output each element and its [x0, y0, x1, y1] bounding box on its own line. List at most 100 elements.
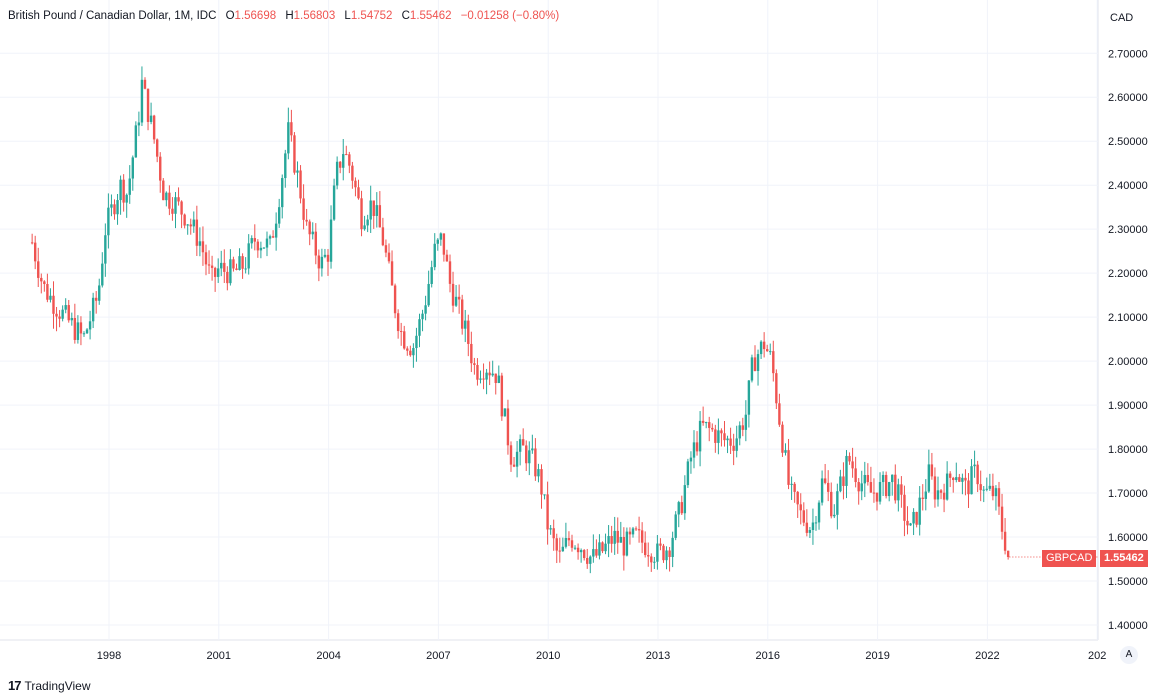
y-tick-label: 2.30000	[1108, 224, 1148, 236]
candle-body	[561, 546, 565, 552]
candle-body	[345, 154, 348, 156]
candle-body	[30, 242, 34, 244]
candle-body	[875, 492, 879, 502]
candle-body	[122, 179, 125, 203]
candle-body	[500, 375, 504, 417]
candle-body	[348, 154, 351, 166]
candle-body	[900, 484, 903, 495]
candle-body	[338, 161, 342, 168]
candle-body	[912, 511, 915, 524]
candle-body	[186, 224, 189, 226]
candle-body	[241, 256, 244, 269]
candle-body	[887, 482, 891, 497]
candle-body	[1000, 506, 1004, 532]
candle-body	[659, 543, 662, 546]
candle-body	[488, 372, 491, 376]
candle-body	[271, 236, 275, 238]
candle-body	[445, 254, 449, 262]
candle-body	[52, 295, 55, 314]
candle-body	[845, 455, 848, 486]
candle-body	[753, 357, 757, 371]
candle-body	[765, 349, 769, 352]
candle-body	[518, 439, 522, 452]
candle-body	[442, 233, 446, 255]
candle-body	[497, 375, 500, 384]
y-tick-label: 2.10000	[1108, 312, 1148, 324]
candle-body	[238, 256, 241, 270]
candle-body	[198, 241, 202, 246]
candle-body	[506, 408, 510, 446]
x-tick-label: 2013	[646, 650, 670, 662]
candle-body	[470, 343, 473, 364]
candle-body	[159, 156, 162, 181]
candle-body	[939, 490, 943, 493]
candle-body	[805, 522, 809, 533]
candle-body	[79, 322, 83, 334]
high-label: H	[285, 10, 294, 22]
y-tick-label: 1.60000	[1108, 532, 1148, 544]
candle-body	[601, 542, 604, 552]
candle-body	[881, 474, 885, 483]
candle-body	[509, 445, 513, 465]
candle-body	[329, 219, 333, 262]
candle-body	[866, 474, 870, 483]
low-label: L	[344, 10, 351, 22]
candle-body	[427, 283, 430, 306]
candle-body	[360, 198, 363, 230]
candle-body	[543, 494, 546, 496]
candle-body	[396, 313, 400, 332]
low-value: 1.54752	[350, 10, 393, 22]
candle-body	[265, 238, 269, 248]
candle-body	[927, 464, 931, 492]
candle-body	[110, 204, 113, 208]
candle-body	[839, 476, 842, 492]
candle-body	[784, 450, 787, 453]
candle-body	[857, 482, 860, 492]
candle-body	[137, 122, 141, 126]
candle-body	[793, 483, 796, 492]
candle-body	[625, 531, 629, 556]
candle-body	[668, 550, 671, 557]
candle-body	[314, 231, 317, 256]
candle-body	[485, 372, 488, 380]
candle-body	[146, 88, 150, 122]
auto-scale-button[interactable]: A	[1120, 646, 1138, 664]
candle-body	[936, 490, 940, 500]
candle-body	[165, 192, 168, 201]
candle-body	[811, 522, 815, 530]
footer-brand[interactable]: 17 TradingView	[8, 678, 91, 693]
candle-body	[631, 528, 635, 535]
candle-body	[357, 187, 360, 199]
candle-body	[674, 514, 677, 538]
candle-body	[647, 555, 650, 557]
x-tick-label: 2016	[756, 650, 780, 662]
candle-body	[207, 264, 211, 266]
candle-body	[320, 256, 324, 269]
close-value: 1.55462	[409, 10, 452, 22]
y-tick-label: 1.80000	[1108, 444, 1148, 456]
candle-body	[695, 442, 699, 452]
candle-body	[424, 305, 427, 314]
candle-body	[494, 373, 497, 384]
candle-body	[683, 485, 687, 514]
candle-body	[262, 247, 266, 249]
candle-body	[640, 530, 644, 543]
candle-body	[915, 511, 918, 525]
candle-body	[503, 408, 507, 417]
candle-body	[967, 480, 970, 495]
candle-body	[604, 543, 607, 552]
last-price-tag: 1.55462	[1100, 550, 1148, 567]
candle-body	[88, 321, 92, 330]
candle-body	[177, 197, 180, 202]
candle-body	[152, 115, 156, 140]
candle-body	[970, 466, 973, 495]
y-tick-label: 2.50000	[1108, 136, 1148, 148]
candle-body	[726, 438, 729, 441]
candle-body	[436, 239, 439, 244]
candle-body	[171, 208, 174, 214]
candle-body	[82, 333, 86, 335]
candle-body	[384, 245, 388, 253]
open-label: O	[225, 10, 235, 22]
candle-body	[650, 556, 653, 563]
